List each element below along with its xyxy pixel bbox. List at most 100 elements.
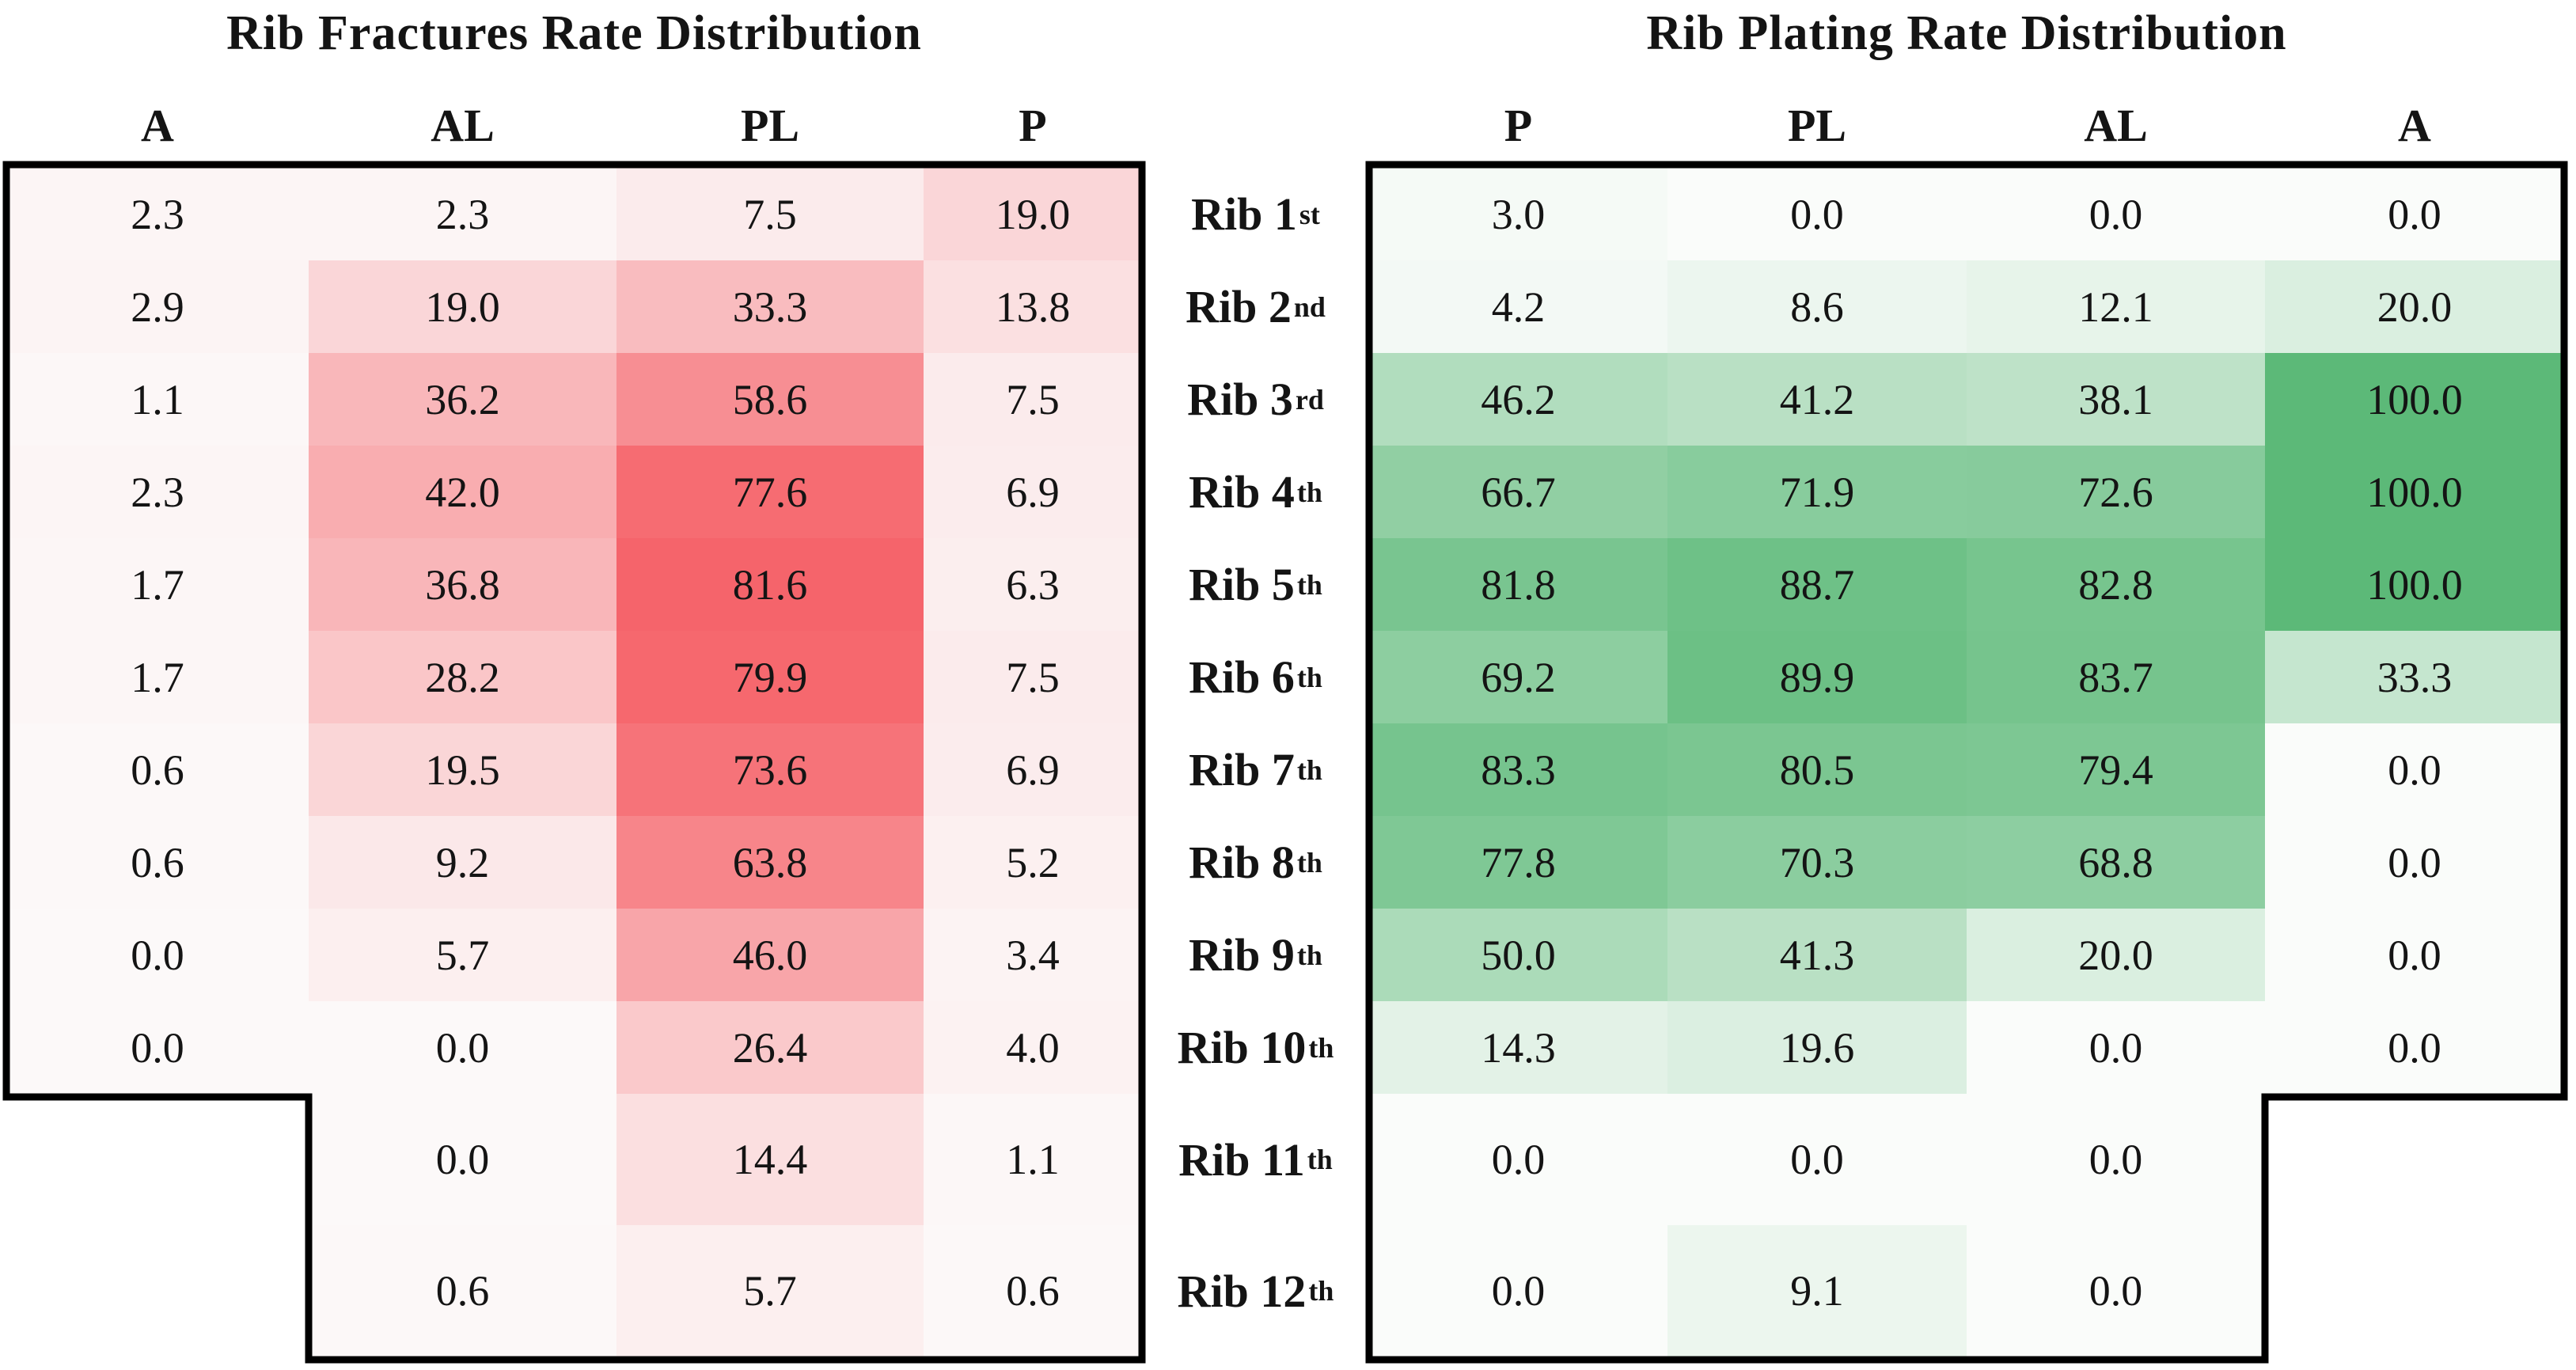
heatmap-cell: 83.3 xyxy=(1369,723,1667,816)
heatmap-cell: 0.0 xyxy=(2265,1001,2564,1094)
heatmap-cell: 14.3 xyxy=(1369,1001,1667,1094)
column-header-a: A xyxy=(2398,99,2431,151)
heatmap-cell: 0.6 xyxy=(924,1225,1142,1357)
heatmap-cell: 14.4 xyxy=(616,1094,924,1225)
heatmap-cell: 41.2 xyxy=(1667,353,1967,446)
heatmap-cell: 2.9 xyxy=(6,260,309,353)
heatmap-cell: 6.3 xyxy=(924,538,1142,631)
heatmap-cell: 26.4 xyxy=(616,1001,924,1094)
heatmap-cell: 0.0 xyxy=(6,1001,309,1094)
heatmap-cell: 12.1 xyxy=(1967,260,2265,353)
heatmap-cell: 73.6 xyxy=(616,723,924,816)
heatmap-cell: 58.6 xyxy=(616,353,924,446)
heatmap-cell: 2.3 xyxy=(6,168,309,260)
heatmap-cell: 5.2 xyxy=(924,816,1142,909)
heatmap-cell: 3.4 xyxy=(924,909,1142,1001)
heatmap-cell: 0.0 xyxy=(2265,723,2564,816)
heatmap-cell: 0.0 xyxy=(2265,816,2564,909)
heatmap-cell: 13.8 xyxy=(924,260,1142,353)
heatmap-cell: 0.0 xyxy=(1667,168,1967,260)
heatmap-cell: 83.7 xyxy=(1967,631,2265,723)
heatmap-cell: 0.0 xyxy=(6,909,309,1001)
column-header-pl: PL xyxy=(1787,99,1847,151)
heatmap-cell: 8.6 xyxy=(1667,260,1967,353)
heatmap-cell: 4.0 xyxy=(924,1001,1142,1094)
heatmap-cell: 20.0 xyxy=(2265,260,2564,353)
heatmap-cell: 1.1 xyxy=(924,1094,1142,1225)
heatmap-cell: 0.6 xyxy=(309,1225,616,1357)
heatmap-cell: 82.8 xyxy=(1967,538,2265,631)
heatmap-cell: 33.3 xyxy=(616,260,924,353)
heatmap-cell: 0.0 xyxy=(1369,1225,1667,1357)
heatmap-cell: 2.3 xyxy=(309,168,616,260)
heatmap-cell: 6.9 xyxy=(924,723,1142,816)
heatmap-cell: 7.5 xyxy=(924,353,1142,446)
heatmap-cell: 33.3 xyxy=(2265,631,2564,723)
column-header-pl: PL xyxy=(740,99,800,151)
heatmap-cell: 7.5 xyxy=(616,168,924,260)
heatmap-cell: 63.8 xyxy=(616,816,924,909)
heatmap-cell: 72.6 xyxy=(1967,446,2265,538)
right-heatmap-grid: 3.0 0.0 0.0 0.0 4.2 8.6 12.1 20.0 46.2 41.2 38.1 10… xyxy=(1369,168,2564,1357)
heatmap-cell: 19.5 xyxy=(309,723,616,816)
heatmap-cell: 81.6 xyxy=(616,538,924,631)
heatmap-cell: 77.8 xyxy=(1369,816,1667,909)
heatmap-cell: 0.0 xyxy=(309,1001,616,1094)
left-heatmap-grid: 2.3 2.3 7.5 19.0 2.9 19.0 33.3 13.8 1.1 36.2 58.6 7… xyxy=(6,168,1142,1357)
heatmap-cell: 100.0 xyxy=(2265,446,2564,538)
heatmap-cell: 79.4 xyxy=(1967,723,2265,816)
heatmap-cell: 0.0 xyxy=(1967,1094,2265,1225)
heatmap-cell: 19.0 xyxy=(924,168,1142,260)
heatmap-cell: 36.2 xyxy=(309,353,616,446)
heatmap-cell: 38.1 xyxy=(1967,353,2265,446)
left-heatmap-title: Rib Fractures Rate Distribution xyxy=(226,6,922,60)
heatmap-cell: 5.7 xyxy=(309,909,616,1001)
heatmap-cell: 71.9 xyxy=(1667,446,1967,538)
heatmap-cell: 50.0 xyxy=(1369,909,1667,1001)
right-heatmap-title: Rib Plating Rate Distribution xyxy=(1646,6,2287,60)
heatmap-cell: 41.3 xyxy=(1667,909,1967,1001)
heatmap-cell: 9.2 xyxy=(309,816,616,909)
heatmap-cell: 69.2 xyxy=(1369,631,1667,723)
heatmap-cell: 80.5 xyxy=(1667,723,1967,816)
heatmap-cell: 4.2 xyxy=(1369,260,1667,353)
heatmap-cell: 1.7 xyxy=(6,631,309,723)
heatmap-cell: 66.7 xyxy=(1369,446,1667,538)
heatmap-cell: 42.0 xyxy=(309,446,616,538)
heatmap-cell: 100.0 xyxy=(2265,353,2564,446)
heatmap-cell: 20.0 xyxy=(1967,909,2265,1001)
heatmap-cell: 0.0 xyxy=(1369,1094,1667,1225)
heatmap-cell: 88.7 xyxy=(1667,538,1967,631)
heatmap-cell: 79.9 xyxy=(616,631,924,723)
column-header-al: AL xyxy=(431,99,495,151)
heatmap-cell: 19.0 xyxy=(309,260,616,353)
heatmap-cell: 89.9 xyxy=(1667,631,1967,723)
heatmap-cell: 19.6 xyxy=(1667,1001,1967,1094)
heatmap-cell: 0.6 xyxy=(6,816,309,909)
heatmap-cell: 9.1 xyxy=(1667,1225,1967,1357)
heatmap-cell: 36.8 xyxy=(309,538,616,631)
heatmap-cell: 0.0 xyxy=(2265,168,2564,260)
column-header-p: P xyxy=(1019,99,1047,151)
heatmap-cell: 5.7 xyxy=(616,1225,924,1357)
heatmap-cell: 46.2 xyxy=(1369,353,1667,446)
heatmap-cell: 81.8 xyxy=(1369,538,1667,631)
heatmap-cell: 2.3 xyxy=(6,446,309,538)
column-header-a: A xyxy=(141,99,174,151)
heatmap-cell: 6.9 xyxy=(924,446,1142,538)
heatmap-cell: 0.6 xyxy=(6,723,309,816)
heatmap-cell: 0.0 xyxy=(1967,1001,2265,1094)
heatmap-cell: 68.8 xyxy=(1967,816,2265,909)
column-header-al: AL xyxy=(2084,99,2148,151)
heatmap-cell: 1.7 xyxy=(6,538,309,631)
